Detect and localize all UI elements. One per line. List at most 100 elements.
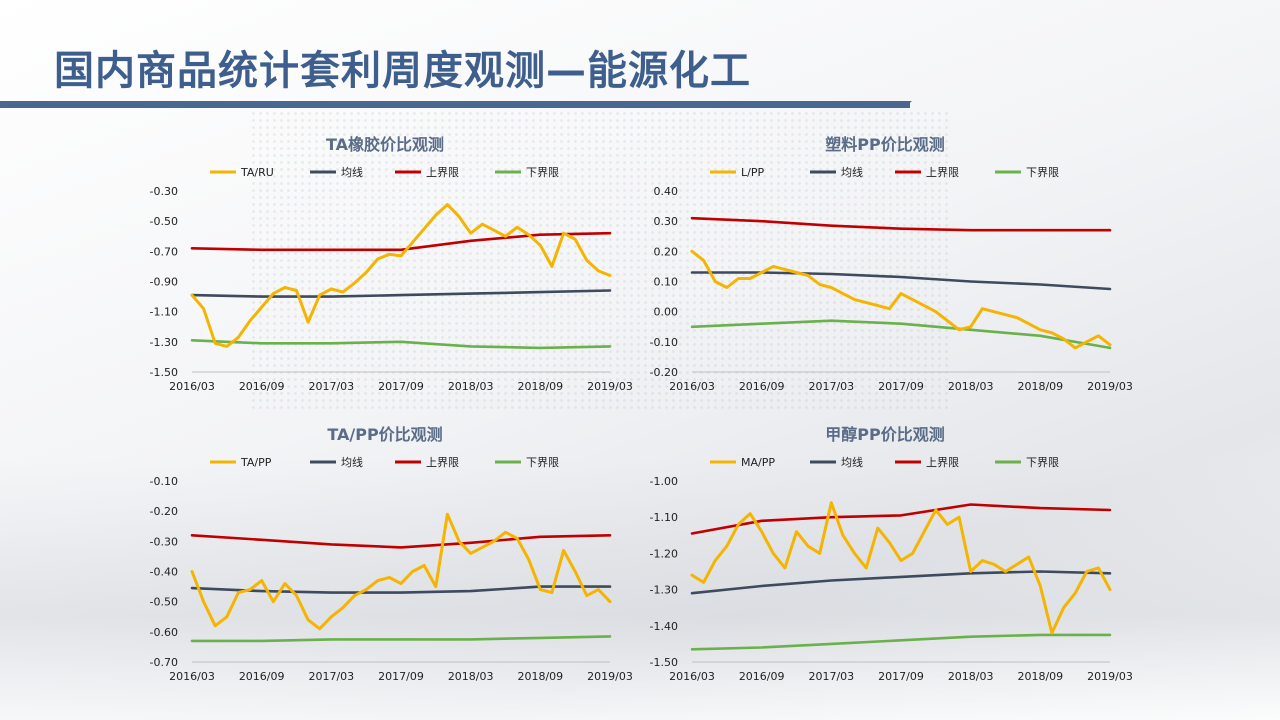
series-line-mean [690, 570, 1112, 595]
legend-label: 上界限 [926, 166, 959, 179]
series-line-price [190, 203, 612, 348]
y-tick-label: -1.40 [650, 620, 678, 633]
y-tick-label: -1.50 [150, 366, 178, 379]
y-tick-label: -0.50 [150, 215, 178, 228]
legend-label: 均线 [341, 165, 363, 179]
page-title: 国内商品统计套利周度观测—能源化工 [54, 48, 751, 94]
y-tick-label: -1.20 [650, 547, 678, 560]
legend-label: TA/RU [240, 166, 274, 179]
y-tick-label: -0.30 [150, 185, 178, 198]
series-line-price [190, 512, 612, 631]
x-tick-label: 2016/03 [669, 670, 715, 683]
x-tick-label: 2016/03 [669, 380, 715, 393]
y-tick-label: -1.00 [650, 475, 678, 488]
series-line-lower [190, 339, 612, 350]
legend-item-1: 均线 [310, 455, 363, 469]
x-tick-label: 2018/03 [448, 380, 494, 393]
chart-title: 塑料PP价比观测 [825, 135, 944, 154]
legend-item-0: MA/PP [710, 456, 775, 469]
header-rule [0, 101, 910, 108]
legend-label: 下界限 [526, 456, 559, 469]
y-tick-label: -0.40 [150, 566, 178, 579]
series-line-upper [190, 231, 612, 252]
y-tick-label: -0.50 [150, 596, 178, 609]
y-tick-label: -0.10 [150, 475, 178, 488]
legend-label: 均线 [841, 455, 863, 469]
legend-item-3: 下界限 [495, 456, 559, 469]
y-tick-label: -1.50 [650, 656, 678, 669]
legend-item-2: 上界限 [895, 456, 959, 469]
legend-label: TA/PP [240, 456, 272, 469]
page-header: 国内商品统计套利周度观测—能源化工 [0, 0, 1280, 120]
chart-panel-ma-pp: 甲醇PP价比观测 MA/PP 均线 上界限 下界限 -1.00 -1.10 -1.20 -1.3… [640, 416, 1133, 696]
y-tick-label: -1.30 [150, 336, 178, 349]
legend-label: 下界限 [1026, 166, 1059, 179]
series-line-price [690, 501, 1112, 635]
x-tick-label: 2016/03 [169, 670, 215, 683]
x-tick-label: 2016/09 [239, 380, 285, 393]
chart-panel-ta-pp: TA/PP价比观测 TA/PP 均线 上界限 下界限 -0.10 -0.20 -0.30 -0.… [140, 416, 633, 696]
y-tick-label: -0.30 [150, 535, 178, 548]
y-tick-label: -0.70 [150, 245, 178, 258]
y-tick-label: 0.10 [654, 276, 679, 289]
legend-label: MA/PP [741, 456, 775, 469]
legend-item-1: 均线 [310, 165, 363, 179]
series-line-upper [690, 503, 1112, 535]
x-tick-label: 2018/09 [1017, 670, 1063, 683]
series-line-mean [190, 289, 612, 298]
chart-ta-pp: TA/PP价比观测 TA/PP 均线 上界限 下界限 -0.10 -0.20 -0.30 -0.… [150, 425, 633, 683]
x-tick-label: 2017/09 [878, 670, 924, 683]
chart-title: TA橡胶价比观测 [326, 135, 444, 154]
x-tick-label: 2019/03 [1087, 670, 1133, 683]
y-tick-label: -1.10 [150, 306, 178, 319]
legend-label: 上界限 [426, 456, 459, 469]
legend-item-2: 上界限 [895, 166, 959, 179]
chart-title: TA/PP价比观测 [327, 425, 442, 444]
legend-label: 均线 [841, 165, 863, 179]
x-tick-label: 2018/03 [448, 670, 494, 683]
y-tick-label: -0.90 [150, 276, 178, 289]
x-tick-label: 2018/09 [517, 670, 563, 683]
x-tick-label: 2017/03 [808, 670, 854, 683]
x-tick-label: 2019/03 [587, 670, 633, 683]
series-line-lower [690, 633, 1112, 651]
legend-item-0: TA/RU [210, 166, 274, 179]
legend-item-3: 下界限 [995, 166, 1059, 179]
legend-item-3: 下界限 [495, 166, 559, 179]
header-rule-cap [904, 101, 912, 108]
x-tick-label: 2018/09 [1017, 380, 1063, 393]
legend-item-0: L/PP [710, 166, 764, 179]
y-tick-label: -0.10 [650, 336, 678, 349]
y-tick-label: -1.10 [650, 511, 678, 524]
chart-panel-ta-ru: TA橡胶价比观测 TA/RU 均线 上界限 下界限 -0.30 -0.50 -0.70 -0.9… [140, 126, 633, 406]
world-map-background [250, 110, 950, 410]
y-tick-label: -0.20 [650, 366, 678, 379]
legend-label: 下界限 [526, 166, 559, 179]
x-tick-label: 2017/03 [808, 380, 854, 393]
legend-item-2: 上界限 [395, 456, 459, 469]
x-tick-label: 2018/09 [517, 380, 563, 393]
chart-ta-ru: TA橡胶价比观测 TA/RU 均线 上界限 下界限 -0.30 -0.50 -0.70 -0.9… [150, 135, 633, 393]
x-tick-label: 2017/09 [878, 380, 924, 393]
legend-label: 均线 [341, 455, 363, 469]
x-tick-label: 2017/09 [378, 670, 424, 683]
series-line-upper [190, 534, 612, 549]
legend-label: 下界限 [1026, 456, 1059, 469]
x-tick-label: 2018/03 [948, 380, 994, 393]
y-tick-label: -0.20 [150, 505, 178, 518]
chart-l-pp: 塑料PP价比观测 L/PP 均线 上界限 下界限 0.40 0.30 0.20 0.10 0.00… [650, 135, 1133, 393]
legend-label: 上界限 [426, 166, 459, 179]
x-tick-label: 2016/09 [739, 670, 785, 683]
x-tick-label: 2016/09 [239, 670, 285, 683]
legend-item-3: 下界限 [995, 456, 1059, 469]
chart-title: 甲醇PP价比观测 [825, 425, 944, 444]
y-tick-label: -1.30 [650, 584, 678, 597]
legend-label: L/PP [741, 166, 764, 179]
legend-item-0: TA/PP [210, 456, 272, 469]
y-tick-label: -0.70 [150, 656, 178, 669]
series-line-lower [690, 319, 1112, 350]
series-line-price [690, 249, 1112, 350]
legend-label: 上界限 [926, 456, 959, 469]
x-tick-label: 2016/03 [169, 380, 215, 393]
chart-ma-pp: 甲醇PP价比观测 MA/PP 均线 上界限 下界限 -1.00 -1.10 -1.20 -1.3… [650, 425, 1133, 683]
